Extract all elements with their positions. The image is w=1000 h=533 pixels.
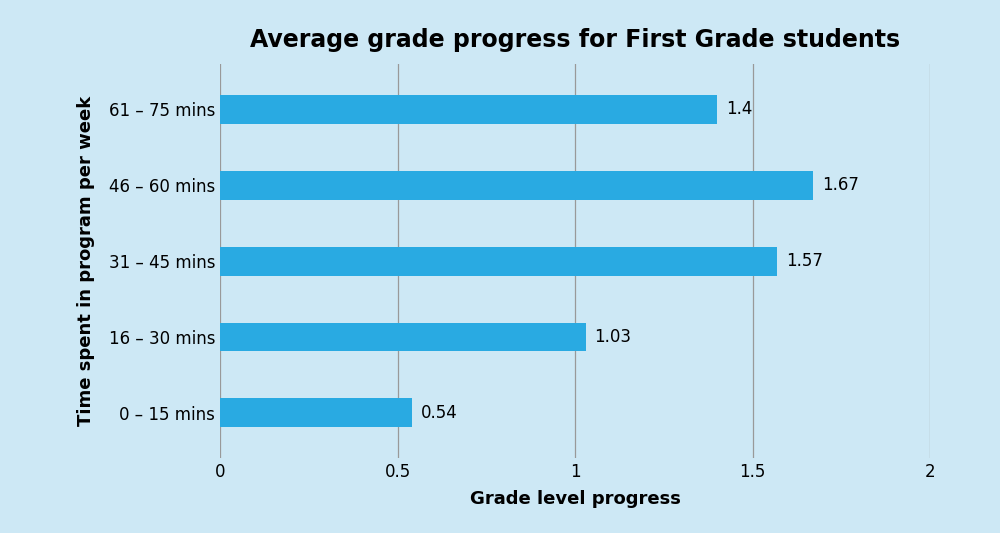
Title: Average grade progress for First Grade students: Average grade progress for First Grade s… (250, 28, 900, 52)
Y-axis label: Time spent in program per week: Time spent in program per week (77, 96, 95, 426)
Bar (220, 95, 717, 124)
Text: 1.03: 1.03 (595, 328, 632, 346)
Bar (220, 171, 813, 200)
Bar (220, 247, 777, 276)
Bar (220, 322, 586, 351)
Bar (220, 399, 412, 427)
Text: 1.57: 1.57 (786, 252, 823, 270)
Text: 1.4: 1.4 (726, 100, 752, 118)
Text: 0.54: 0.54 (421, 404, 457, 422)
Text: 1.67: 1.67 (822, 176, 859, 195)
X-axis label: Grade level progress: Grade level progress (470, 490, 680, 507)
